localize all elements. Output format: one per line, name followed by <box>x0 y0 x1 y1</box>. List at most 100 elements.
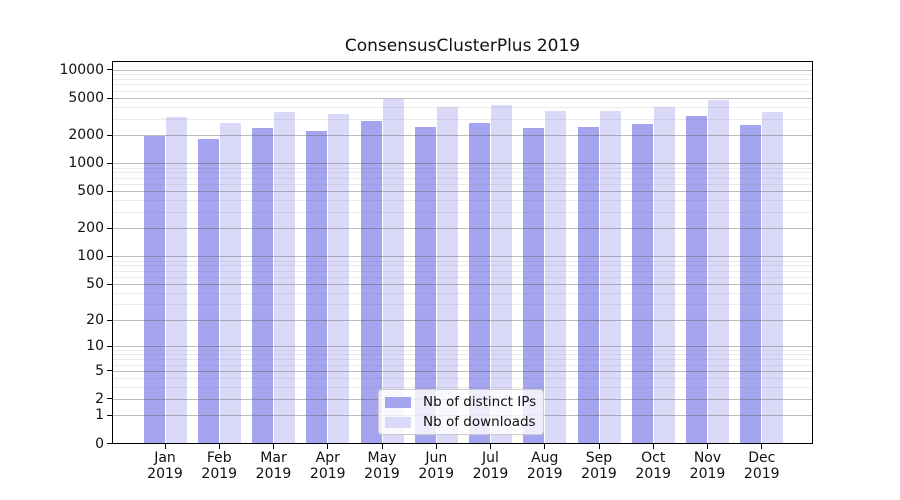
legend-swatch-distinct-ips <box>385 396 411 408</box>
gridline-minor <box>113 270 812 272</box>
y-tick-mark <box>107 162 112 164</box>
gridline-minor <box>113 118 812 120</box>
gridline-minor <box>113 304 812 306</box>
gridline-minor <box>113 350 812 352</box>
bar-distinct-ips-aug <box>523 128 545 444</box>
x-tick-mark <box>490 444 491 449</box>
y-tick-label: 200 <box>77 220 104 237</box>
gridline-major <box>113 98 812 99</box>
bar-downloads-oct <box>653 107 675 444</box>
y-tick-mark <box>107 398 112 400</box>
bar-downloads-jan <box>165 117 187 444</box>
gridline-minor <box>113 378 812 380</box>
x-tick-label: Mar 2019 <box>255 450 292 482</box>
bar-distinct-ips-jul <box>469 122 490 444</box>
x-tick-mark <box>544 444 546 449</box>
y-tick-mark <box>107 69 112 71</box>
chart-title: ConsensusClusterPlus 2019 <box>344 36 581 56</box>
y-tick-mark <box>107 414 112 416</box>
y-tick-label: 1000 <box>68 155 104 172</box>
x-tick-mark <box>761 444 763 449</box>
bar-downloads-sep <box>599 110 621 444</box>
legend-label-downloads: Nb of downloads <box>423 414 536 430</box>
y-tick-mark <box>107 443 112 444</box>
gridline-minor <box>113 260 812 262</box>
y-tick-label: 2000 <box>68 127 104 144</box>
x-tick-mark <box>273 444 274 449</box>
gridline-minor <box>113 292 812 294</box>
y-tick-label: 20 <box>86 312 104 328</box>
legend-item-distinct-ips: Nb of distinct IPs <box>385 394 543 410</box>
y-tick-label: 5 <box>95 362 104 379</box>
bar-distinct-ips-may <box>360 121 382 444</box>
bar-downloads-nov <box>708 100 729 444</box>
bar-downloads-apr <box>328 113 350 444</box>
y-tick-mark <box>107 97 112 99</box>
gridline-minor <box>113 78 812 80</box>
y-tick-mark <box>107 134 112 136</box>
x-tick-label: Jul 2019 <box>472 450 509 482</box>
gridline-minor <box>113 183 812 185</box>
y-tick-label: 5000 <box>68 90 104 106</box>
x-tick-mark <box>381 444 383 449</box>
bar-downloads-may <box>382 98 404 444</box>
y-tick-label: 0 <box>95 435 104 452</box>
gridline-minor <box>113 107 812 109</box>
gridline-major <box>113 228 812 230</box>
gridline-major <box>113 191 812 193</box>
x-tick-mark <box>707 444 708 449</box>
legend-label-distinct-ips: Nb of distinct IPs <box>423 394 537 410</box>
x-tick-mark <box>435 444 437 449</box>
bar-distinct-ips-feb <box>197 138 219 444</box>
x-tick-label: Dec 2019 <box>743 450 780 482</box>
x-tick-label: Sep 2019 <box>581 450 617 482</box>
y-tick-label: 50 <box>86 276 104 292</box>
gridline-major <box>113 69 812 71</box>
gridline-major <box>113 284 812 285</box>
y-tick-label: 100 <box>77 248 104 265</box>
y-tick-label: 1 <box>95 407 104 424</box>
gridline-major <box>113 256 812 258</box>
x-tick-label: Jan 2019 <box>147 450 183 482</box>
gridline-minor <box>113 354 812 356</box>
y-tick-mark <box>107 255 112 257</box>
legend-swatch-downloads <box>385 416 411 428</box>
y-tick-mark <box>107 190 112 192</box>
gridline-minor <box>113 364 812 366</box>
y-tick-mark <box>107 227 112 229</box>
bar-distinct-ips-jan <box>143 135 165 444</box>
gridline-minor <box>113 167 812 169</box>
y-tick-label: 10000 <box>59 61 104 78</box>
gridline-minor <box>113 387 812 389</box>
x-tick-label: Jun 2019 <box>418 450 455 482</box>
bar-distinct-ips-nov <box>686 116 707 444</box>
x-tick-label: Oct 2019 <box>635 450 672 482</box>
gridline-major <box>113 346 812 348</box>
bar-downloads-feb <box>219 122 241 444</box>
x-tick-label: Nov 2019 <box>689 450 726 482</box>
bar-downloads-aug <box>545 110 567 444</box>
bar-downloads-jul <box>491 104 512 444</box>
x-tick-mark <box>327 444 329 449</box>
bar-downloads-mar <box>274 112 295 444</box>
bar-distinct-ips-jun <box>414 126 436 444</box>
gridline-minor <box>113 359 812 361</box>
y-tick-mark <box>107 370 112 372</box>
gridline-major <box>113 135 812 137</box>
y-tick-mark <box>107 345 112 347</box>
x-tick-mark <box>598 444 600 449</box>
x-tick-label: May 2019 <box>364 450 400 482</box>
y-tick-label: 2 <box>95 390 104 407</box>
x-tick-mark <box>652 444 654 449</box>
x-tick-mark <box>164 444 166 449</box>
gridline-minor <box>113 74 812 76</box>
y-tick-label: 500 <box>77 183 104 200</box>
gridline-major <box>113 320 812 321</box>
gridline-minor <box>113 172 812 174</box>
gridline-minor <box>113 177 812 179</box>
gridline-minor <box>113 84 812 86</box>
bar-distinct-ips-oct <box>631 123 653 444</box>
x-tick-mark <box>218 444 220 449</box>
bar-distinct-ips-apr <box>306 130 328 444</box>
